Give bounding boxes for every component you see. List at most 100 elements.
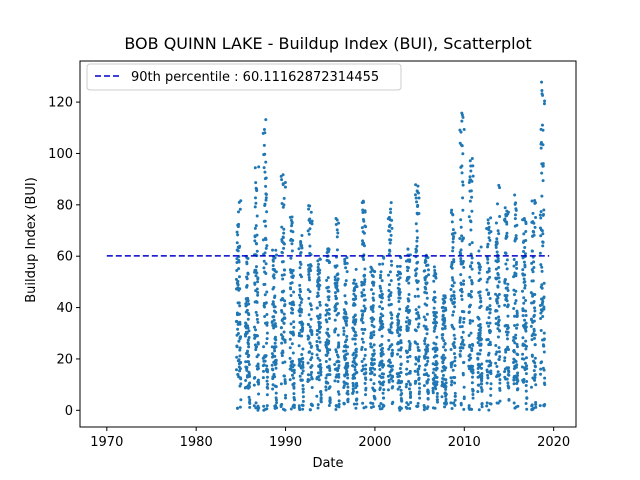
data-point <box>389 279 393 283</box>
data-point <box>310 333 314 337</box>
data-point <box>255 242 259 246</box>
data-point <box>450 379 454 383</box>
data-point <box>297 247 301 251</box>
data-point <box>274 366 278 370</box>
data-point <box>363 307 367 310</box>
data-point <box>507 366 511 370</box>
data-point <box>328 348 332 352</box>
data-point <box>525 367 529 371</box>
data-point <box>264 341 268 345</box>
data-point <box>381 375 385 379</box>
data-point <box>452 333 456 337</box>
data-point <box>309 373 313 377</box>
data-point <box>434 311 438 315</box>
data-point <box>462 127 466 131</box>
data-point <box>495 350 499 354</box>
data-point <box>459 257 463 261</box>
data-point <box>265 244 269 248</box>
data-point <box>425 362 429 366</box>
data-point <box>245 308 249 312</box>
data-point <box>255 189 259 193</box>
data-point <box>415 236 419 240</box>
data-point <box>533 306 537 310</box>
data-point <box>435 395 439 399</box>
data-point <box>387 215 391 219</box>
data-point <box>328 369 332 373</box>
data-point <box>283 303 287 307</box>
data-point <box>300 378 304 382</box>
data-point <box>417 305 421 309</box>
data-point <box>327 307 331 311</box>
data-point <box>503 278 507 282</box>
data-point <box>342 326 346 330</box>
data-point <box>355 390 359 394</box>
data-point <box>476 390 480 394</box>
data-point <box>272 285 276 289</box>
data-point <box>440 336 444 340</box>
data-point <box>534 216 538 219</box>
data-point <box>530 338 534 342</box>
data-point <box>317 262 321 266</box>
data-point <box>378 276 382 280</box>
data-point <box>434 272 438 276</box>
data-point <box>498 381 502 385</box>
data-point <box>462 395 466 399</box>
data-point <box>425 347 429 351</box>
data-point <box>506 282 510 286</box>
data-point <box>245 283 249 287</box>
data-point <box>378 386 382 390</box>
data-point <box>417 376 421 380</box>
data-point <box>318 349 322 353</box>
data-point <box>459 282 463 286</box>
data-point <box>265 375 269 379</box>
data-point <box>498 355 502 359</box>
data-point <box>272 315 276 319</box>
data-point <box>297 293 301 297</box>
data-point <box>271 368 275 372</box>
data-point <box>300 275 303 279</box>
data-point <box>489 230 493 234</box>
data-point <box>523 318 527 322</box>
data-point <box>532 260 536 264</box>
data-point <box>487 267 491 271</box>
data-point <box>512 378 516 382</box>
data-point <box>336 380 340 384</box>
data-point <box>345 270 349 274</box>
data-point <box>263 170 267 174</box>
data-point <box>522 380 526 384</box>
data-point <box>450 208 454 212</box>
data-point <box>462 265 466 269</box>
data-point <box>235 368 239 372</box>
data-point <box>539 367 543 371</box>
data-point <box>292 363 296 367</box>
data-point <box>316 294 320 298</box>
data-point <box>494 352 498 356</box>
data-point <box>506 210 510 214</box>
data-point <box>301 390 305 394</box>
y-tick-label: 60 <box>56 250 73 265</box>
data-point <box>450 298 454 302</box>
data-point <box>496 259 500 263</box>
data-point <box>281 235 285 239</box>
data-point <box>432 317 436 321</box>
data-point <box>469 295 473 299</box>
data-point <box>328 260 331 264</box>
data-point <box>328 385 332 389</box>
data-point <box>497 315 501 319</box>
data-point <box>541 128 545 132</box>
data-point <box>504 252 508 256</box>
data-point <box>460 298 464 302</box>
data-point <box>496 257 500 261</box>
data-point <box>443 300 447 304</box>
data-point <box>426 359 430 363</box>
data-point <box>400 391 404 395</box>
plot-area <box>79 60 577 428</box>
data-point <box>334 408 338 412</box>
data-point <box>415 229 419 233</box>
data-point <box>441 361 445 365</box>
data-point <box>257 380 261 384</box>
data-point <box>381 346 385 350</box>
data-point <box>265 407 269 411</box>
data-point <box>306 229 310 233</box>
